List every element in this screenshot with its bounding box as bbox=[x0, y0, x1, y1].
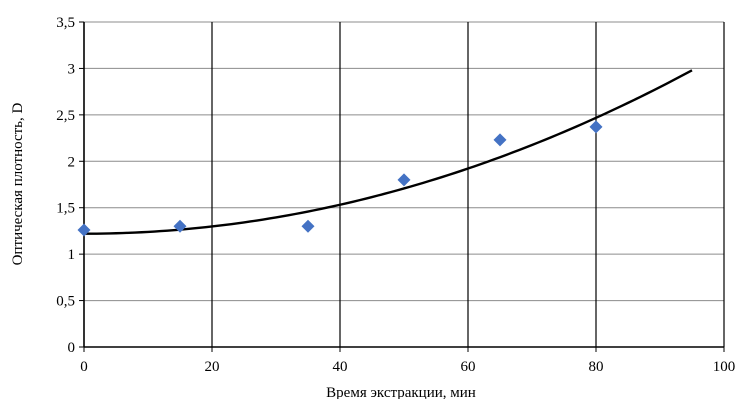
y-tick-label: 1,5 bbox=[56, 201, 75, 217]
trendline-group bbox=[83, 69, 693, 235]
x-tick-label: 80 bbox=[589, 359, 604, 375]
tick-labels: 0 0,5 1 1,5 2 2,5 3 3,5 0 20 40 60 80 100 bbox=[56, 15, 735, 375]
x-tick-label: 60 bbox=[461, 359, 476, 375]
x-tick-label: 40 bbox=[333, 359, 348, 375]
y-axis-label: Оптическая плотность, D bbox=[10, 102, 26, 265]
x-tick-label: 0 bbox=[80, 359, 88, 375]
y-tick-label: 3,5 bbox=[56, 15, 75, 31]
data-point bbox=[77, 223, 91, 237]
y-tick-label: 0 bbox=[68, 340, 76, 356]
x-tick-label: 100 bbox=[713, 359, 736, 375]
data-point bbox=[173, 219, 187, 233]
data-point bbox=[301, 219, 315, 233]
x-tick-label: 20 bbox=[205, 359, 220, 375]
y-tick-label: 1 bbox=[68, 247, 76, 263]
y-tick-label: 2 bbox=[68, 154, 76, 170]
x-axis-label: Время экстракции, мин bbox=[326, 385, 476, 399]
y-tick-label: 0,5 bbox=[56, 294, 75, 310]
data-points bbox=[77, 120, 603, 237]
grid bbox=[84, 21, 725, 347]
data-point bbox=[493, 133, 507, 147]
data-point bbox=[397, 173, 411, 187]
y-tick-label: 2,5 bbox=[56, 108, 75, 124]
axes bbox=[79, 21, 725, 352]
data-point bbox=[589, 120, 603, 134]
y-tick-label: 3 bbox=[68, 61, 76, 77]
trendline bbox=[83, 69, 693, 235]
